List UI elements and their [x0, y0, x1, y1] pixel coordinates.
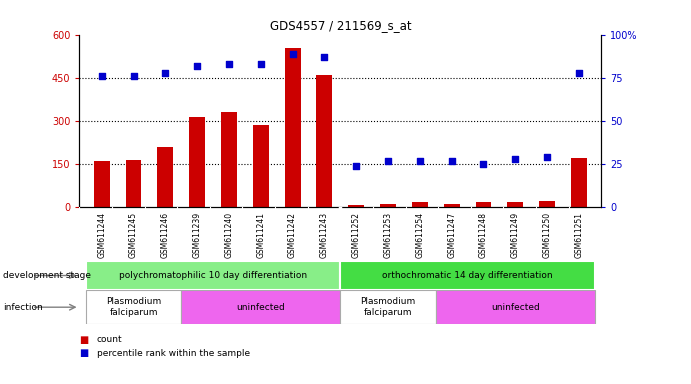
Point: [510, 156, 521, 162]
Bar: [539, 201, 555, 207]
Bar: [253, 125, 269, 207]
Bar: [126, 160, 142, 207]
Text: uninfected: uninfected: [491, 303, 540, 312]
Bar: [340, 290, 436, 324]
Point: [287, 51, 298, 57]
Bar: [380, 204, 396, 207]
Bar: [94, 161, 110, 207]
Text: orthochromatic 14 day differentiation: orthochromatic 14 day differentiation: [382, 271, 553, 280]
Bar: [86, 261, 340, 290]
Bar: [507, 202, 523, 207]
Text: GSM611253: GSM611253: [384, 212, 392, 258]
Point: [574, 70, 585, 76]
Point: [128, 73, 139, 79]
Text: GSM611240: GSM611240: [225, 212, 234, 258]
Bar: [285, 48, 301, 207]
Bar: [348, 205, 364, 207]
Point: [446, 158, 457, 164]
Bar: [189, 117, 205, 207]
Bar: [412, 202, 428, 207]
Point: [319, 54, 330, 60]
Text: polychromatophilic 10 day differentiation: polychromatophilic 10 day differentiatio…: [119, 271, 307, 280]
Point: [542, 154, 553, 161]
Point: [160, 70, 171, 76]
Bar: [340, 261, 595, 290]
Text: GSM611248: GSM611248: [479, 212, 488, 258]
Point: [351, 163, 362, 169]
Text: GSM611247: GSM611247: [447, 212, 456, 258]
Point: [478, 161, 489, 167]
Bar: [571, 159, 587, 207]
Text: infection: infection: [3, 303, 44, 312]
Text: Plasmodium
falciparum: Plasmodium falciparum: [361, 298, 416, 317]
Bar: [221, 112, 237, 207]
Bar: [444, 204, 460, 207]
Point: [223, 61, 234, 67]
Text: count: count: [97, 335, 122, 344]
Bar: [181, 290, 340, 324]
Text: GSM611244: GSM611244: [97, 212, 106, 258]
Text: GSM611251: GSM611251: [574, 212, 583, 258]
Text: ■: ■: [79, 348, 88, 358]
Text: GSM611250: GSM611250: [542, 212, 551, 258]
Point: [191, 63, 202, 69]
Text: GSM611239: GSM611239: [193, 212, 202, 258]
Text: GSM611254: GSM611254: [415, 212, 424, 258]
Text: GSM611249: GSM611249: [511, 212, 520, 258]
Text: GSM611246: GSM611246: [161, 212, 170, 258]
Point: [383, 158, 394, 164]
Bar: [158, 147, 173, 207]
Text: ■: ■: [79, 335, 88, 345]
Point: [415, 158, 426, 164]
Point: [96, 73, 107, 79]
Bar: [475, 202, 491, 207]
Text: Plasmodium
falciparum: Plasmodium falciparum: [106, 298, 161, 317]
Text: GSM611241: GSM611241: [256, 212, 265, 258]
Text: development stage: development stage: [3, 271, 91, 280]
Title: GDS4557 / 211569_s_at: GDS4557 / 211569_s_at: [269, 19, 411, 32]
Text: GSM611245: GSM611245: [129, 212, 138, 258]
Bar: [86, 290, 181, 324]
Bar: [436, 290, 595, 324]
Text: GSM611243: GSM611243: [320, 212, 329, 258]
Text: GSM611242: GSM611242: [288, 212, 297, 258]
Text: uninfected: uninfected: [236, 303, 285, 312]
Point: [255, 61, 266, 67]
Text: percentile rank within the sample: percentile rank within the sample: [97, 349, 250, 358]
Text: GSM611252: GSM611252: [352, 212, 361, 258]
Bar: [316, 75, 332, 207]
